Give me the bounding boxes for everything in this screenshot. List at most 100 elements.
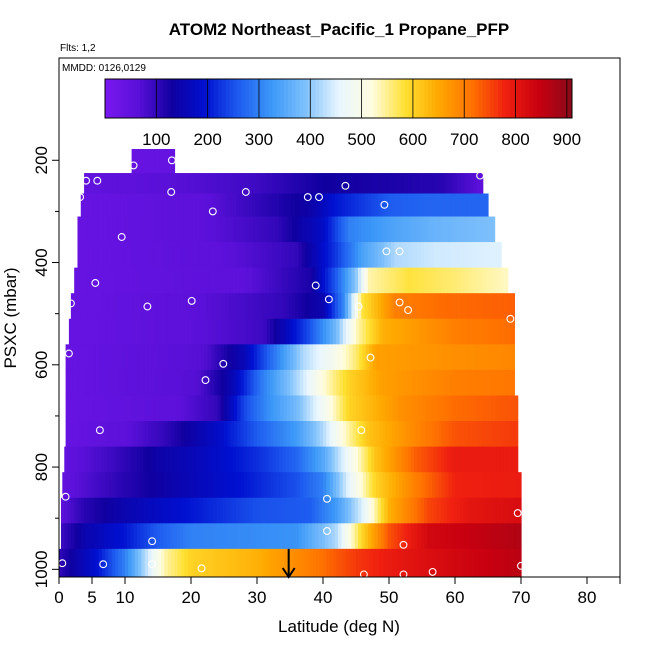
heatmap-cell (447, 173, 451, 194)
heatmap-cell (245, 523, 250, 550)
heatmap-cell (253, 548, 258, 578)
heatmap-cell (224, 472, 228, 499)
heatmap-cell (224, 395, 228, 422)
heatmap-cell (75, 421, 80, 448)
heatmap-cell (435, 318, 440, 345)
heatmap-cell (460, 293, 465, 320)
colorbar-segment (143, 79, 149, 118)
colorbar-segment (245, 79, 250, 118)
heatmap-cell (410, 267, 415, 294)
heatmap-cell (239, 216, 244, 243)
heatmap-cell (184, 318, 189, 345)
heatmap-cell (398, 318, 403, 345)
heatmap-cell (309, 395, 314, 422)
heatmap-cell (367, 446, 372, 473)
heatmap-cell (232, 242, 237, 269)
heatmap-cell (501, 421, 506, 448)
heatmap-cell (126, 193, 131, 217)
heatmap-cell (443, 242, 448, 269)
heatmap-cell (151, 318, 156, 345)
heatmap-cell (381, 267, 385, 294)
heatmap-cell (74, 446, 79, 473)
heatmap-cell (443, 193, 448, 217)
colorbar-segment (128, 79, 133, 118)
heatmap-cell (507, 344, 512, 371)
heatmap-cell (108, 548, 113, 578)
heatmap-cell (415, 472, 420, 499)
heatmap-cell (239, 293, 244, 320)
colorbar-segment (112, 79, 118, 118)
heatmap-cell (202, 242, 207, 269)
heatmap-cell (121, 395, 126, 422)
heatmap-cell (219, 523, 224, 550)
heatmap-cell (82, 395, 86, 422)
heatmap-cell (199, 173, 204, 194)
heatmap-cell (504, 472, 509, 499)
heatmap-cell (422, 344, 426, 371)
heatmap-cell (404, 267, 409, 294)
heatmap-cell (316, 548, 321, 578)
heatmap-cell (364, 446, 369, 473)
heatmap-cell (275, 173, 280, 194)
heatmap-cell (113, 293, 118, 320)
heatmap-cell (206, 173, 211, 194)
heatmap-cell (82, 369, 86, 396)
heatmap-cell (219, 267, 224, 294)
heatmap-cell (239, 173, 244, 194)
heatmap-cell (189, 242, 194, 269)
heatmap-cell (272, 216, 277, 243)
heatmap-cell (381, 523, 385, 550)
heatmap-cell (481, 318, 486, 345)
colorbar-tick-label: 400 (296, 130, 324, 149)
heatmap-cell (260, 421, 265, 448)
heatmap-cell (245, 173, 250, 194)
heatmap-cell (278, 497, 283, 524)
heatmap-cell (328, 216, 333, 243)
heatmap-cell (252, 497, 257, 524)
heatmap-cell (351, 193, 356, 217)
heatmap-cell (272, 293, 277, 320)
heatmap-cell (471, 472, 476, 499)
heatmap-cell (503, 293, 508, 320)
heatmap-cell (273, 421, 278, 448)
heatmap-cell (349, 369, 354, 396)
heatmap-cell (514, 548, 519, 578)
heatmap-cell (390, 497, 395, 524)
heatmap-cell (260, 318, 265, 345)
heatmap-cell (265, 497, 270, 524)
heatmap-cell (372, 548, 377, 578)
heatmap-cell (408, 318, 413, 345)
heatmap-cell (364, 497, 369, 524)
heatmap-cell (321, 216, 326, 243)
heatmap-cell (494, 548, 499, 578)
heatmap-cell (202, 446, 207, 473)
heatmap-cell (483, 193, 488, 217)
colorbar-segment (303, 79, 308, 118)
heatmap-cell (448, 369, 453, 396)
heatmap-cell (107, 267, 112, 294)
heatmap-cell (332, 344, 337, 371)
heatmap-cell (154, 344, 159, 371)
heatmap-cell (285, 523, 290, 550)
heatmap-cell (88, 344, 93, 371)
heatmap-cell (291, 523, 296, 550)
heatmap-cell (245, 497, 250, 524)
heatmap-cell (389, 472, 393, 499)
colorbar-segment (568, 79, 573, 118)
heatmap-cell (123, 293, 128, 320)
heatmap-cell (509, 523, 514, 550)
sample-point (64, 349, 73, 358)
heatmap-row-11 (65, 421, 519, 448)
heatmap-cell (308, 216, 313, 243)
heatmap-cell (222, 497, 227, 524)
heatmap-cell (242, 193, 247, 217)
heatmap-cell (199, 293, 204, 320)
heatmap-cell (191, 318, 195, 345)
heatmap-cell (451, 421, 456, 448)
colorbar-segment (186, 79, 192, 118)
heatmap-cell (458, 472, 463, 499)
heatmap-cell (341, 242, 346, 269)
heatmap-cell (415, 548, 420, 578)
heatmap-cell (148, 344, 152, 371)
heatmap-cell (387, 267, 392, 294)
